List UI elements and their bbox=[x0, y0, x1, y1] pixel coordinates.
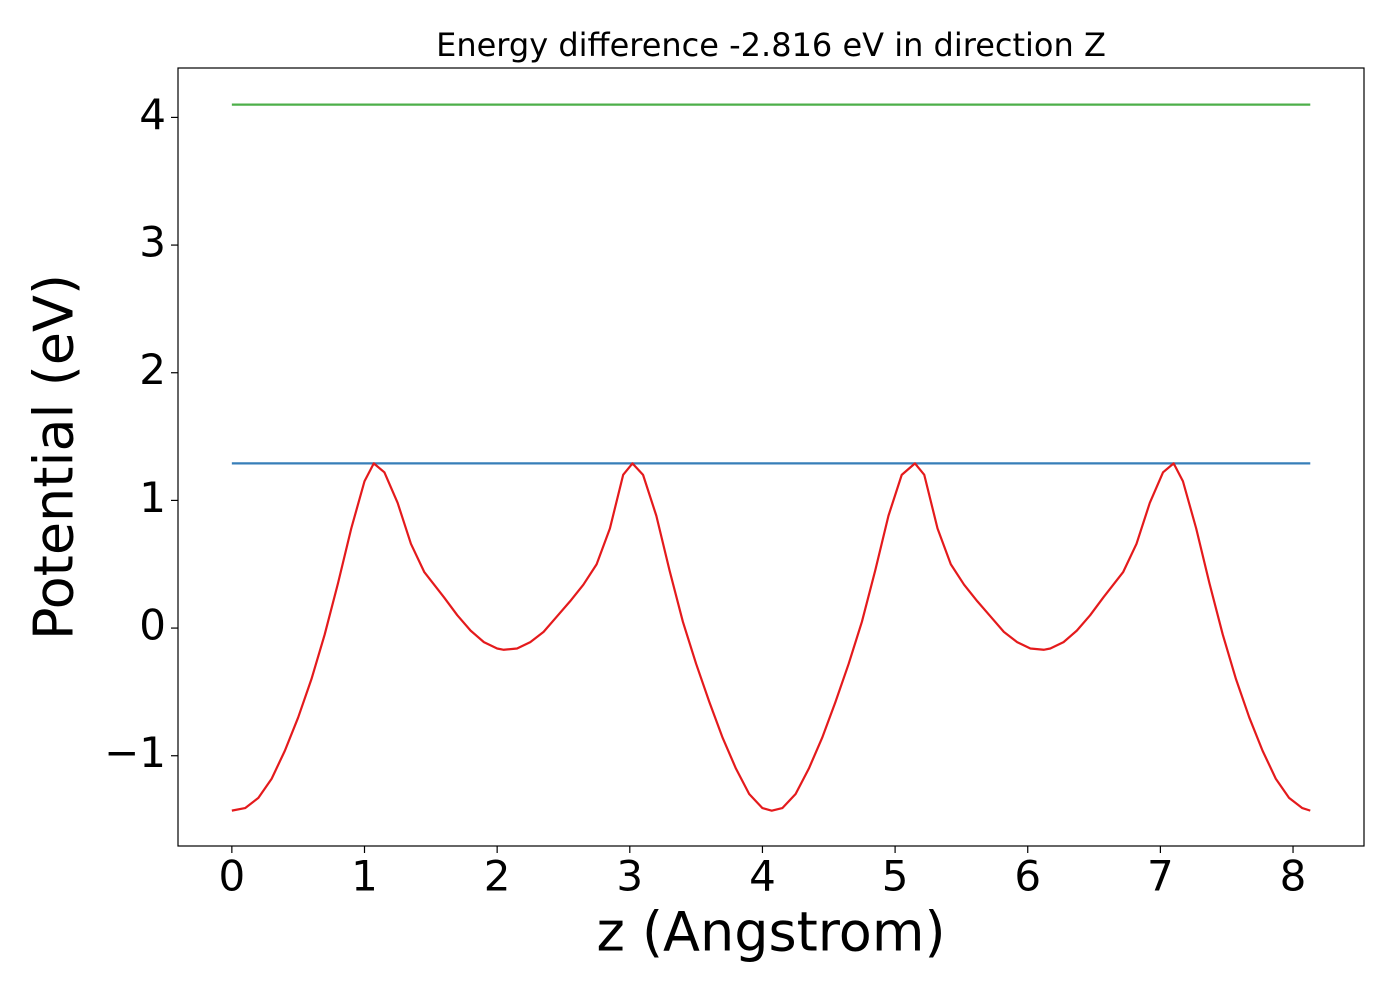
x-tick-label: 5 bbox=[882, 852, 909, 901]
y-tick-label: 2 bbox=[139, 345, 166, 394]
y-tick-label: 0 bbox=[139, 601, 166, 650]
x-tick-label: 2 bbox=[484, 852, 511, 901]
y-tick-label: −1 bbox=[104, 728, 166, 777]
y-tick-label: 4 bbox=[139, 90, 166, 139]
x-tick-label: 6 bbox=[1014, 852, 1041, 901]
line bbox=[231, 462, 1311, 812]
x-axis-label: z (Angstrom) bbox=[596, 901, 945, 964]
y-axis-label: Potential (eV) bbox=[23, 274, 86, 640]
x-tick-label: 3 bbox=[616, 852, 643, 901]
x-tick-label: 8 bbox=[1280, 852, 1307, 901]
plot-frame bbox=[177, 67, 1365, 847]
y-tick-label: 3 bbox=[139, 218, 166, 267]
y-tick-label: 1 bbox=[139, 473, 166, 522]
x-tick-label: 7 bbox=[1147, 852, 1174, 901]
x-tick-label: 0 bbox=[218, 852, 245, 901]
x-tick-label: 4 bbox=[749, 852, 776, 901]
chart-title: Energy difference -2.816 eV in direction… bbox=[436, 26, 1106, 64]
x-tick-label: 1 bbox=[351, 852, 378, 901]
